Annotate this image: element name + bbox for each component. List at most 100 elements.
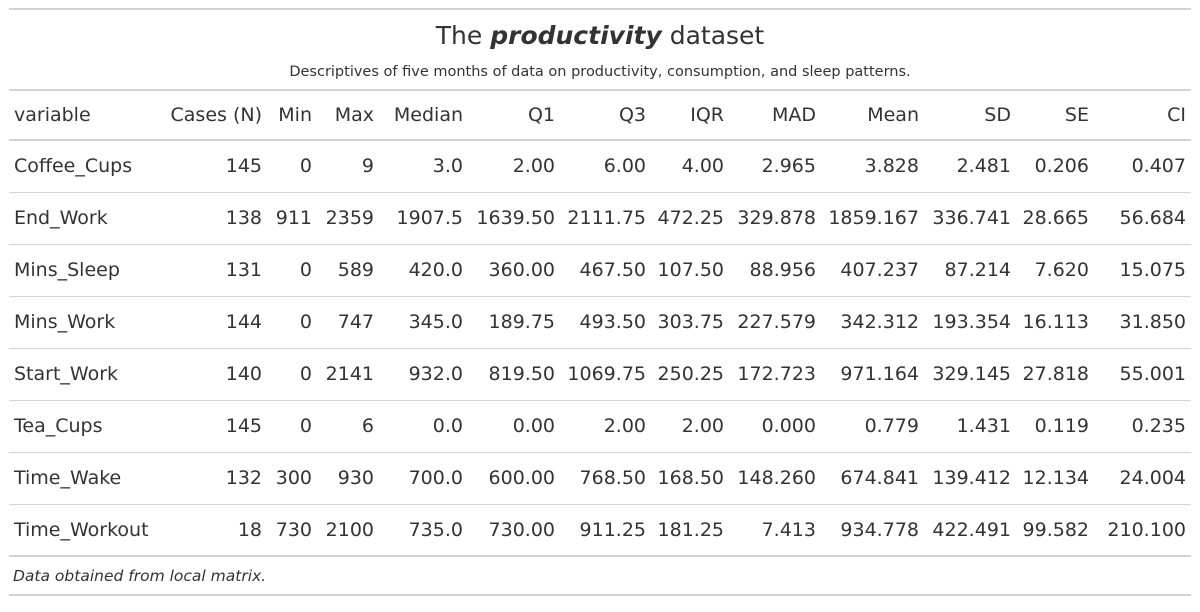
table-cell: 342.312 [821, 296, 924, 349]
table-row: Mins_Work 144 0 747 345.0 189.75 493.50 303.75 2… [9, 296, 1191, 349]
header-row: variable Cases (N) Min Max Median Q1 Q3 IQR MAD M… [9, 91, 1191, 141]
table-body: Coffee_Cups 145 0 9 3.0 2.00 6.00 4.00 2.965 3.82… [9, 140, 1191, 557]
table-cell: 0 [267, 400, 317, 453]
table-cell: 932.0 [379, 348, 468, 401]
table-cell: 819.50 [468, 348, 560, 401]
table-cell: 1069.75 [560, 348, 651, 401]
table-subtitle: Descriptives of five months of data on p… [289, 64, 911, 80]
table-cell: 303.75 [651, 296, 729, 349]
table-cell: 934.778 [821, 504, 924, 557]
table-cell: 9 [317, 140, 379, 193]
row-label: Time_Workout [9, 504, 159, 557]
table-row: Mins_Sleep 131 0 589 420.0 360.00 467.50 107.50… [9, 244, 1191, 297]
table-cell: 172.723 [729, 348, 821, 401]
table-cell: 674.841 [821, 452, 924, 505]
table-cell: 193.354 [924, 296, 1016, 349]
table-cell: 24.004 [1094, 452, 1191, 505]
table-cell: 107.50 [651, 244, 729, 297]
table-cell: 472.25 [651, 192, 729, 245]
table-row: Start_Work 140 0 2141 932.0 819.50 1069.75 250.… [9, 348, 1191, 401]
table-cell: 0.0 [379, 400, 468, 453]
column-header: Max [317, 91, 379, 141]
table-cell: 210.100 [1094, 504, 1191, 557]
table-cell: 132 [159, 452, 267, 505]
table-cell: 145 [159, 400, 267, 453]
table-cell: 1.431 [924, 400, 1016, 453]
column-header: Cases (N) [159, 91, 267, 141]
table-cell: 2141 [317, 348, 379, 401]
table-cell: 87.214 [924, 244, 1016, 297]
table-title: The productivity dataset [0, 20, 1200, 52]
table-cell: 99.582 [1016, 504, 1094, 557]
table-cell: 181.25 [651, 504, 729, 557]
table-cell: 700.0 [379, 452, 468, 505]
table-cell: 1639.50 [468, 192, 560, 245]
row-label: Mins_Sleep [9, 244, 159, 297]
table-cell: 407.237 [821, 244, 924, 297]
table-cell: 16.113 [1016, 296, 1094, 349]
column-header: Median [379, 91, 468, 141]
table-cell: 0.119 [1016, 400, 1094, 453]
header-rule [9, 89, 1191, 91]
column-header: SE [1016, 91, 1094, 141]
column-header: IQR [651, 91, 729, 141]
table-cell: 1859.167 [821, 192, 924, 245]
column-header: Mean [821, 91, 924, 141]
table-cell: 145 [159, 140, 267, 193]
table-cell: 131 [159, 244, 267, 297]
table-cell: 140 [159, 348, 267, 401]
table-cell: 2.00 [651, 400, 729, 453]
table-cell: 300 [267, 452, 317, 505]
table-cell: 2.481 [924, 140, 1016, 193]
table-cell: 420.0 [379, 244, 468, 297]
table-row: End_Work 138 911 2359 1907.5 1639.50 2111.75 47… [9, 192, 1191, 245]
table-cell: 0.407 [1094, 140, 1191, 193]
table-title-prefix: The [435, 21, 491, 50]
table-cell: 88.956 [729, 244, 821, 297]
table-cell: 4.00 [651, 140, 729, 193]
table-cell: 971.164 [821, 348, 924, 401]
table-cell: 189.75 [468, 296, 560, 349]
table-cell: 730 [267, 504, 317, 557]
table-cell: 227.579 [729, 296, 821, 349]
table-cell: 336.741 [924, 192, 1016, 245]
table-cell: 139.412 [924, 452, 1016, 505]
table-cell: 730.00 [468, 504, 560, 557]
table-cell: 345.0 [379, 296, 468, 349]
table-cell: 6.00 [560, 140, 651, 193]
table-cell: 600.00 [468, 452, 560, 505]
table-title-suffix: dataset [661, 21, 765, 50]
table-cell: 0 [267, 296, 317, 349]
table-cell: 250.25 [651, 348, 729, 401]
table-cell: 7.413 [729, 504, 821, 557]
table-cell: 2.965 [729, 140, 821, 193]
source-note: Data obtained from local matrix. [13, 567, 267, 585]
table-cell: 1907.5 [379, 192, 468, 245]
table-cell: 0.206 [1016, 140, 1094, 193]
table-cell: 0.235 [1094, 400, 1191, 453]
table-cell: 0.000 [729, 400, 821, 453]
table-cell: 27.818 [1016, 348, 1094, 401]
table-cell: 0 [267, 348, 317, 401]
table-cell: 589 [317, 244, 379, 297]
table-cell: 747 [317, 296, 379, 349]
table-cell: 6 [317, 400, 379, 453]
table-cell: 2.00 [468, 140, 560, 193]
table-cell: 138 [159, 192, 267, 245]
table-cell: 467.50 [560, 244, 651, 297]
column-header: Q1 [468, 91, 560, 141]
column-header: MAD [729, 91, 821, 141]
row-label: Time_Wake [9, 452, 159, 505]
table-cell: 2111.75 [560, 192, 651, 245]
row-label: Coffee_Cups [9, 140, 159, 193]
top-rule [9, 8, 1191, 10]
table-cell: 15.075 [1094, 244, 1191, 297]
table-cell: 2100 [317, 504, 379, 557]
row-label: Tea_Cups [9, 400, 159, 453]
table-cell: 31.850 [1094, 296, 1191, 349]
row-label: Mins_Work [9, 296, 159, 349]
row-label: Start_Work [9, 348, 159, 401]
column-header: CI [1094, 91, 1191, 141]
table-title-emphasis: productivity [490, 21, 662, 50]
